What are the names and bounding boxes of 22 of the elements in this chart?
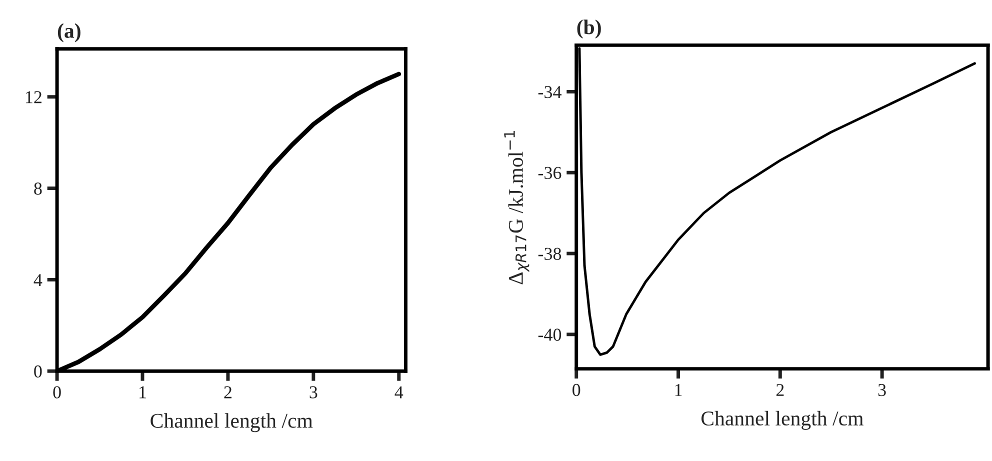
- chart-title: (b): [577, 20, 601, 39]
- x-tick-label: 0: [572, 384, 580, 396]
- y-tick-label: 12: [26, 91, 42, 104]
- x-tick-label: 2: [776, 384, 784, 396]
- x-tick-label: 1: [675, 384, 682, 396]
- x-tick-label: 1: [140, 386, 146, 398]
- y-tick-label: -40: [538, 328, 562, 341]
- y-tick-label: -38: [538, 248, 562, 260]
- x-tick-label: 0: [53, 386, 61, 398]
- y-tick-label: 0: [34, 365, 42, 378]
- y-tick-label: 8: [34, 182, 42, 195]
- y-tick-label: 4: [34, 274, 42, 286]
- x-tick-label: 2: [224, 386, 232, 398]
- chart-title: (a): [58, 23, 80, 42]
- x-tick-label: 4: [394, 386, 404, 398]
- x-tick-label: 3: [878, 384, 886, 396]
- y-tick-label: -34: [538, 86, 562, 98]
- x-axis-title: Channel length /cm: [701, 410, 864, 430]
- y-tick-label: -36: [538, 166, 562, 180]
- y-axis-title: Δ$_{χR17}$G /kJ.mol$^{−1}$: [504, 130, 530, 284]
- x-axis-title: Channel length /cm: [150, 413, 313, 432]
- x-tick-label: 3: [310, 386, 318, 398]
